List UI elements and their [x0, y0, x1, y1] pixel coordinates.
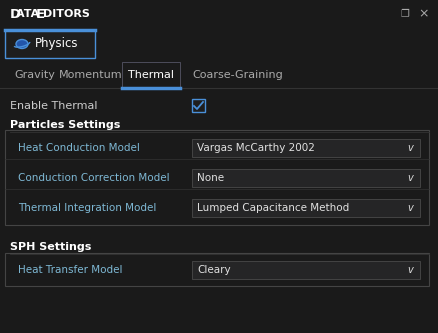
Text: Heat Transfer Model: Heat Transfer Model — [18, 265, 122, 275]
Text: Conduction Correction Model: Conduction Correction Model — [18, 173, 169, 183]
Bar — [191, 261, 419, 279]
Text: Coarse-Graining: Coarse-Graining — [192, 70, 283, 80]
Text: SPH Settings: SPH Settings — [10, 242, 91, 252]
Bar — [191, 139, 419, 157]
Text: DITORS: DITORS — [43, 9, 90, 19]
Text: D: D — [10, 8, 21, 21]
Text: Enable Thermal: Enable Thermal — [10, 101, 97, 111]
Text: Thermal: Thermal — [128, 70, 173, 80]
Bar — [191, 169, 419, 187]
Text: v: v — [406, 143, 412, 153]
Bar — [191, 199, 419, 217]
Bar — [5, 253, 428, 286]
Text: Particles Settings: Particles Settings — [10, 120, 120, 130]
Bar — [0, 0, 438, 28]
Text: Momentum: Momentum — [59, 70, 123, 80]
Ellipse shape — [16, 40, 28, 49]
Text: None: None — [197, 173, 224, 183]
Bar — [5, 130, 428, 225]
Text: Gravity: Gravity — [14, 70, 55, 80]
Text: Vargas McCarthy 2002: Vargas McCarthy 2002 — [197, 143, 314, 153]
Text: Heat Conduction Model: Heat Conduction Model — [18, 143, 140, 153]
Text: Lumped Capacitance Method: Lumped Capacitance Method — [197, 203, 349, 213]
Bar — [122, 62, 180, 88]
Text: v: v — [406, 265, 412, 275]
Text: v: v — [406, 173, 412, 183]
Text: v: v — [406, 203, 412, 213]
Text: E: E — [36, 8, 45, 21]
Text: Cleary: Cleary — [197, 265, 230, 275]
Text: ATA: ATA — [16, 9, 43, 19]
Text: ×: × — [418, 8, 428, 21]
Bar — [191, 99, 205, 112]
Text: Thermal Integration Model: Thermal Integration Model — [18, 203, 156, 213]
Text: Physics: Physics — [35, 38, 78, 51]
Bar — [5, 30, 95, 58]
Text: ❐: ❐ — [400, 9, 409, 19]
